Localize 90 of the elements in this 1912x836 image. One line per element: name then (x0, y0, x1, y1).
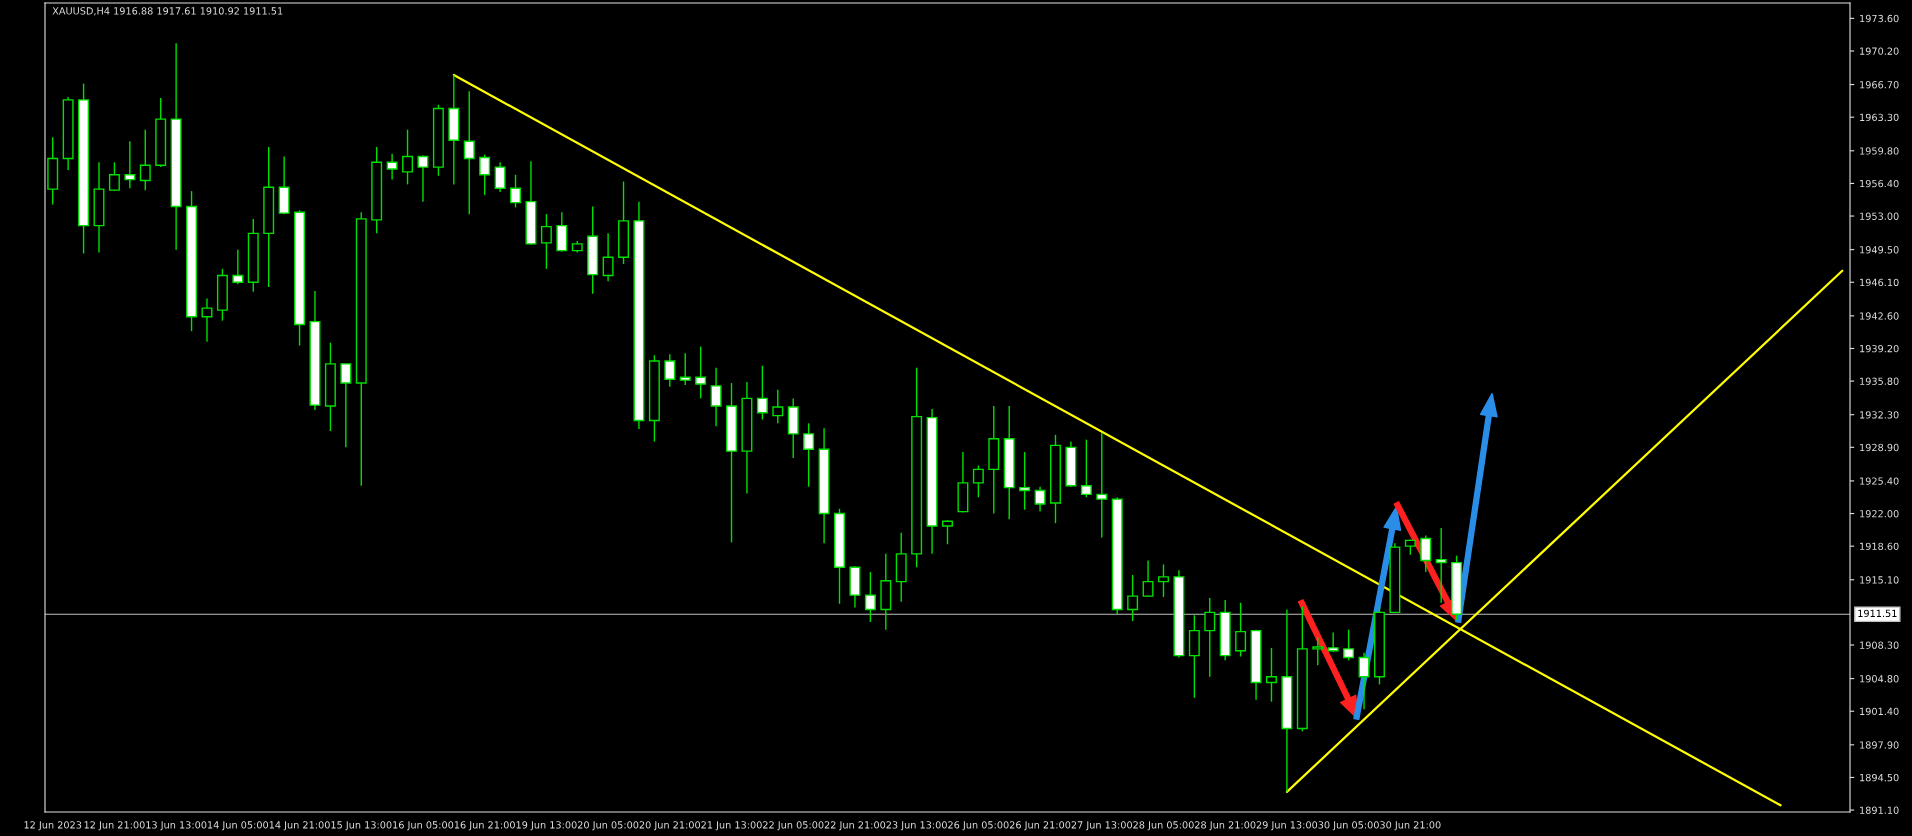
candlestick (864, 571, 876, 623)
candlestick (139, 128, 151, 191)
candlestick (386, 152, 398, 181)
y-tick-label: 1973.60 (1860, 14, 1899, 23)
candlestick (772, 389, 784, 425)
y-tick-label: 1922.00 (1860, 510, 1899, 518)
y-tick-label: 1956.40 (1860, 179, 1899, 188)
x-tick-label: 21 Jun 13:00 (701, 821, 762, 831)
candlestick (756, 365, 768, 421)
x-tick-label: 28 Jun 05:00 (1133, 821, 1194, 831)
candlestick (1343, 628, 1355, 662)
candlestick (1204, 597, 1216, 678)
y-tick-label: 1946.10 (1860, 278, 1899, 287)
y-tick-label: 1925.40 (1860, 477, 1899, 485)
candlestick (402, 128, 414, 186)
candlestick (1019, 451, 1031, 511)
candlestick (1142, 559, 1154, 598)
candlestick (540, 213, 552, 270)
candlestick (679, 352, 691, 386)
candlestick (417, 154, 429, 203)
candlestick (1265, 647, 1277, 703)
y-tick-label: 1894.50 (1860, 773, 1899, 782)
x-tick-label: 27 Jun 13:00 (1071, 821, 1133, 831)
candlestick (695, 345, 707, 400)
y-tick-label: 1897.90 (1860, 741, 1899, 749)
x-tick-label: 15 Jun 13:00 (331, 821, 392, 831)
candlestick (479, 153, 491, 196)
x-tick-label: 19 Jun 13:00 (516, 821, 577, 831)
x-tick-label: 29 Jun 13:00 (1256, 821, 1318, 831)
candlestick (463, 90, 475, 215)
candlestick (1034, 485, 1046, 513)
candlestick (664, 353, 676, 388)
x-tick-label: 12 Jun 21:00 (84, 821, 145, 831)
y-tick-label: 1970.20 (1860, 47, 1899, 55)
candlestick (510, 174, 522, 209)
y-tick-label: 1891.10 (1860, 806, 1899, 814)
candlestick (108, 161, 120, 192)
candlestick (1096, 432, 1108, 539)
x-tick-label: 13 Jun 13:00 (146, 821, 207, 831)
candlestick (1080, 438, 1092, 498)
candlestick (1158, 563, 1169, 598)
candlestick (494, 161, 506, 193)
x-tick-label: 23 Jun 13:00 (886, 821, 947, 831)
x-tick-label: 16 Jun 21:00 (454, 821, 515, 831)
candlestick (1420, 534, 1432, 573)
y-tick-label: 1901.40 (1860, 707, 1899, 716)
candlestick (1435, 527, 1447, 604)
y-tick-label: 1939.20 (1860, 344, 1899, 353)
candlestick (803, 422, 815, 488)
ref-line-label: 1911.51 (1858, 609, 1897, 618)
candlestick (232, 248, 244, 285)
x-tick-label: 12 Jun 2023 (24, 821, 82, 831)
candlestick (710, 366, 722, 427)
x-tick-label: 14 Jun 05:00 (208, 821, 269, 831)
x-tick-label: 16 Jun 05:00 (393, 821, 454, 831)
candlestick (1327, 631, 1339, 653)
x-tick-label: 30 Jun 05:00 (1318, 821, 1379, 831)
y-tick-label: 1918.60 (1860, 542, 1899, 550)
y-tick-label: 1928.90 (1860, 443, 1899, 452)
y-tick-label: 1959.80 (1860, 147, 1899, 155)
x-tick-label: 28 Jun 21:00 (1195, 821, 1256, 831)
x-tick-label: 26 Jun 05:00 (948, 821, 1009, 831)
x-tick-label: 20 Jun 05:00 (577, 821, 639, 831)
x-tick-label: 30 Jun 21:00 (1380, 821, 1441, 831)
chart-title: XAUUSD,H4 1916.88 1917.61 1910.92 1911.51 (52, 7, 283, 16)
y-tick-label: 1932.30 (1860, 411, 1899, 419)
candlestick (942, 519, 953, 545)
y-tick-label: 1908.30 (1860, 641, 1899, 649)
y-tick-label: 1904.80 (1860, 675, 1899, 683)
x-tick-label: 22 Jun 05:00 (763, 821, 824, 831)
candlestick (124, 140, 136, 189)
y-tick-label: 1966.70 (1860, 81, 1899, 89)
candlestick (1127, 574, 1139, 622)
x-tick-label: 14 Jun 21:00 (269, 821, 330, 831)
y-tick-label: 1935.80 (1860, 377, 1899, 385)
candlestick (972, 464, 984, 498)
y-tick-label: 1963.30 (1860, 113, 1899, 122)
y-tick-label: 1915.10 (1860, 576, 1899, 584)
x-tick-label: 20 Jun 21:00 (639, 821, 701, 831)
x-tick-label: 22 Jun 21:00 (824, 821, 886, 831)
candlestick (602, 232, 614, 282)
y-tick-label: 1953.00 (1860, 212, 1899, 220)
candlestick (1235, 602, 1247, 658)
candlestick (1358, 652, 1370, 711)
candlestick (340, 363, 352, 449)
candlestick (1312, 636, 1324, 666)
y-tick-label: 1949.50 (1860, 246, 1899, 254)
candlestick (201, 297, 213, 343)
y-tick-label: 1942.60 (1860, 312, 1899, 320)
x-tick-label: 26 Jun 21:00 (1009, 821, 1071, 831)
